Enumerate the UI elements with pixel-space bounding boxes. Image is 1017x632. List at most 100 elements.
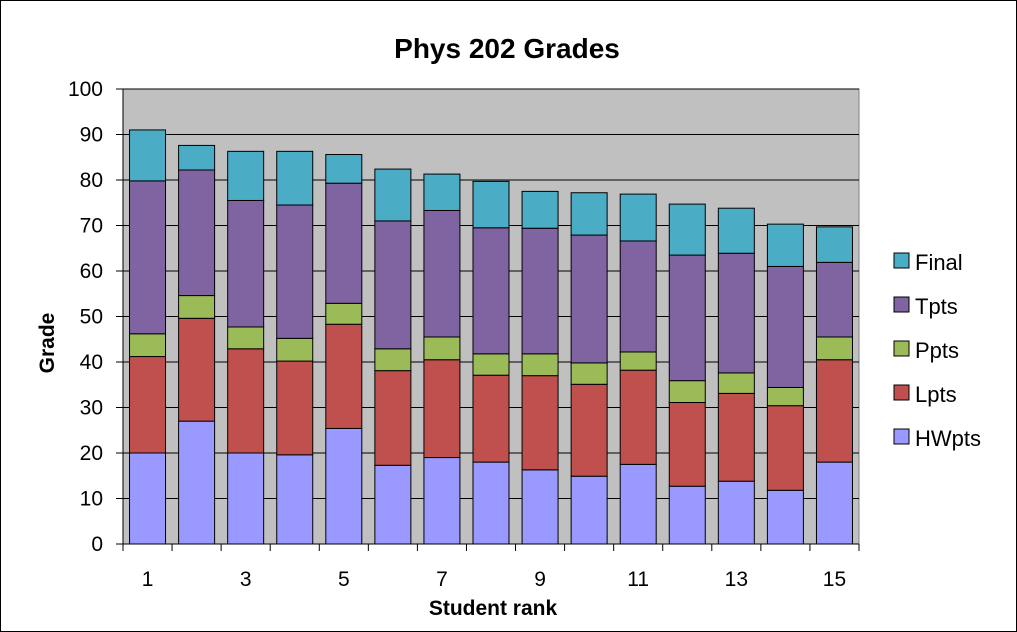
bar-tpts-9: [521, 227, 559, 355]
bar-lpts-1: [129, 356, 167, 454]
y-tick-label: 40: [80, 351, 103, 374]
bar-tpts-14: [766, 265, 804, 388]
bar-lpts-7: [423, 359, 461, 459]
bar-tpts-4: [276, 204, 314, 339]
bar-tpts-5: [325, 182, 363, 304]
bar-final-7: [423, 173, 461, 211]
bar-hwpts-15: [815, 461, 853, 545]
y-axis-label: Grade: [36, 313, 59, 374]
bar-lpts-9: [521, 375, 559, 471]
bar-final-15: [815, 226, 853, 263]
bar-ppts-3: [227, 326, 265, 350]
bar-final-1: [129, 129, 167, 182]
bar-ppts-14: [766, 386, 804, 407]
bar-tpts-3: [227, 199, 265, 328]
y-tick-label: 30: [80, 397, 103, 420]
x-tick-label: 15: [823, 568, 846, 591]
legend-swatch-hwpts: [893, 428, 910, 445]
bar-ppts-2: [178, 295, 216, 319]
x-tick-label: 3: [240, 568, 252, 591]
bar-ppts-7: [423, 336, 461, 361]
bar-hwpts-11: [619, 463, 657, 545]
bar-ppts-6: [374, 348, 412, 372]
legend-label-final: Final: [915, 250, 963, 275]
bar-hwpts-6: [374, 464, 412, 545]
bar-ppts-11: [619, 351, 657, 371]
bar-tpts-7: [423, 209, 461, 338]
bar-hwpts-2: [178, 420, 216, 545]
bar-tpts-12: [668, 254, 706, 382]
legend-swatch-final: [893, 252, 910, 269]
bar-hwpts-9: [521, 469, 559, 545]
y-tick-label: 10: [80, 488, 103, 511]
bar-tpts-6: [374, 220, 412, 350]
bar-hwpts-5: [325, 427, 363, 545]
y-tick-label: 80: [80, 169, 103, 192]
bar-ppts-13: [717, 372, 755, 394]
bar-tpts-10: [570, 234, 608, 364]
bar-final-12: [668, 203, 706, 256]
bar-lpts-10: [570, 383, 608, 477]
legend-label-tpts: Tpts: [915, 294, 958, 319]
y-tick-label: 70: [80, 215, 103, 238]
y-tick-label: 50: [80, 306, 103, 329]
bar-ppts-12: [668, 380, 706, 403]
legend-swatch-ppts: [893, 340, 910, 357]
bar-lpts-4: [276, 360, 314, 456]
bar-hwpts-10: [570, 475, 608, 545]
bar-final-4: [276, 150, 314, 206]
bar-ppts-15: [815, 336, 853, 361]
legend-label-lpts: Lpts: [915, 382, 957, 407]
x-tick-label: 9: [534, 568, 546, 591]
bar-hwpts-12: [668, 485, 706, 545]
bar-lpts-14: [766, 405, 804, 491]
bar-lpts-5: [325, 323, 363, 429]
bar-lpts-12: [668, 401, 706, 487]
x-axis-label: Student rank: [429, 597, 558, 620]
bar-lpts-15: [815, 359, 853, 463]
legend-swatch-tpts: [893, 296, 910, 313]
y-tick-label: 100: [68, 78, 103, 101]
bar-hwpts-8: [472, 461, 510, 545]
bar-ppts-10: [570, 362, 608, 385]
x-tick-label: 1: [142, 568, 154, 591]
bar-lpts-3: [227, 348, 265, 454]
bar-final-5: [325, 154, 363, 184]
legend-swatch-lpts: [893, 384, 910, 401]
legend-label-hwpts: HWpts: [915, 426, 981, 451]
bar-hwpts-1: [129, 452, 167, 545]
bar-tpts-13: [717, 252, 755, 374]
x-tick-label: 7: [436, 568, 448, 591]
bar-final-9: [521, 190, 559, 229]
bar-final-10: [570, 192, 608, 236]
x-tick-label: 11: [627, 568, 649, 591]
y-tick-label: 90: [80, 124, 103, 147]
y-tick-label: 0: [91, 533, 103, 556]
bar-hwpts-14: [766, 489, 804, 545]
bar-final-11: [619, 193, 657, 242]
bar-tpts-1: [129, 180, 167, 335]
bar-lpts-13: [717, 392, 755, 482]
bar-hwpts-3: [227, 452, 265, 545]
bar-tpts-15: [815, 261, 853, 338]
bar-final-13: [717, 207, 755, 254]
bar-ppts-9: [521, 353, 559, 377]
bar-lpts-8: [472, 374, 510, 463]
bar-hwpts-7: [423, 457, 461, 545]
chart-title: Phys 202 Grades: [394, 33, 620, 64]
x-tick-label: 5: [338, 568, 350, 591]
bar-final-14: [766, 223, 804, 267]
bar-final-6: [374, 168, 412, 222]
bar-ppts-8: [472, 353, 510, 376]
bar-lpts-2: [178, 317, 216, 422]
bar-hwpts-4: [276, 454, 314, 545]
bar-final-2: [178, 144, 216, 171]
bar-ppts-4: [276, 337, 314, 362]
bar-ppts-1: [129, 333, 167, 358]
bar-lpts-11: [619, 369, 657, 465]
bar-lpts-6: [374, 370, 412, 466]
legend-label-ppts: Ppts: [915, 338, 959, 363]
y-tick-label: 60: [80, 260, 103, 283]
